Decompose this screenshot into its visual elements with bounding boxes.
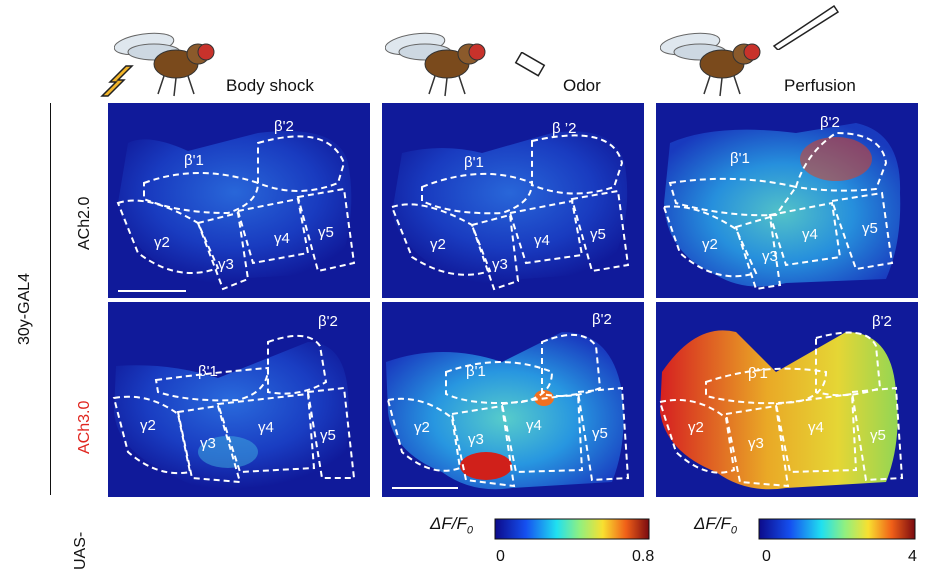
side-divider: [50, 103, 51, 495]
svg-text:γ2: γ2: [688, 419, 704, 436]
svg-text:β'1: β'1: [466, 363, 486, 380]
fly-icon: [385, 32, 486, 97]
svg-text:γ2: γ2: [154, 234, 170, 251]
svg-text:γ3: γ3: [468, 431, 484, 448]
svg-text:β'2: β'2: [274, 118, 294, 135]
condition-label-body-shock: Body shock: [226, 76, 314, 95]
image-panel-ach20-perfusion: β'1 β'2 γ2 γ3 γ4 γ5: [656, 103, 918, 298]
svg-text:β'1: β'1: [464, 154, 484, 171]
svg-text:β'1: β'1: [748, 365, 768, 382]
header-odor: Odor: [385, 10, 635, 100]
svg-text:γ4: γ4: [808, 419, 824, 436]
svg-text:γ4: γ4: [802, 226, 818, 243]
image-panel-ach20-body-shock: β'1 β'2 γ2 γ3 γ4 γ5: [108, 103, 370, 298]
colorbar-min: 0: [762, 548, 771, 565]
svg-text:γ3: γ3: [218, 256, 234, 273]
svg-text:β'2: β'2: [820, 114, 840, 131]
svg-text:γ2: γ2: [430, 236, 446, 253]
condition-label-perfusion: Perfusion: [784, 76, 856, 95]
svg-text:γ5: γ5: [318, 224, 334, 241]
shock-bolt-icon: [100, 65, 134, 97]
svg-text:γ2: γ2: [414, 419, 430, 436]
colorbar-odor: ΔF/F0 0 0.8: [430, 512, 660, 572]
odor-tube-icon: [514, 52, 546, 77]
svg-text:β'2: β'2: [592, 311, 612, 328]
svg-text:γ5: γ5: [590, 226, 606, 243]
svg-text:γ2: γ2: [702, 236, 718, 253]
svg-text:γ4: γ4: [274, 230, 290, 247]
colorbar-label: ΔF/F0: [430, 514, 474, 537]
svg-text:γ3: γ3: [200, 435, 216, 452]
colorbar-min: 0: [496, 548, 505, 565]
svg-text:γ3: γ3: [762, 248, 778, 265]
image-panel-ach30-odor: β'1 β'2 γ2 γ3 γ4 γ5: [382, 302, 644, 497]
svg-text:γ3: γ3: [748, 435, 764, 452]
side-label-uas: UAS-: [72, 531, 89, 570]
pipette-icon: [772, 4, 840, 50]
header-body-shock: Body shock: [100, 10, 350, 100]
svg-text:γ4: γ4: [526, 417, 542, 434]
colorbar-label: ΔF/F0: [694, 514, 738, 537]
row-label-ach20: ACh2.0: [76, 196, 93, 250]
side-label-driver: 30y-GAL4: [16, 272, 33, 345]
svg-text:γ5: γ5: [862, 220, 878, 237]
fly-icon: [660, 32, 761, 97]
svg-text:β'1: β'1: [730, 150, 750, 167]
svg-text:γ5: γ5: [320, 427, 336, 444]
colorbar-max: 4: [908, 548, 917, 565]
fly-icon: [114, 32, 215, 97]
svg-text:γ5: γ5: [592, 425, 608, 442]
svg-text:γ4: γ4: [258, 419, 274, 436]
header-perfusion: Perfusion: [660, 0, 927, 100]
row-label-ach30: ACh3.0: [76, 400, 93, 454]
colorbar-perfusion: ΔF/F0 0 4: [694, 512, 924, 572]
svg-text:γ5: γ5: [870, 427, 886, 444]
image-panel-ach20-odor: β'1 β ’2 γ2 γ3 γ4 γ5: [382, 103, 644, 298]
svg-text:β'2: β'2: [872, 313, 892, 330]
image-panel-ach30-body-shock: β'1 β'2 γ2 γ3 γ4 γ5: [108, 302, 370, 497]
region-label-b2: β ’2: [552, 120, 576, 137]
condition-label-odor: Odor: [563, 76, 601, 95]
image-panel-ach30-perfusion: β'1 β'2 γ2 γ3 γ4 γ5: [656, 302, 918, 497]
colorbar-max: 0.8: [632, 548, 655, 565]
svg-text:γ4: γ4: [534, 232, 550, 249]
svg-text:β'2: β'2: [318, 313, 338, 330]
svg-text:γ3: γ3: [492, 256, 508, 273]
svg-text:β'1: β'1: [184, 152, 204, 169]
svg-text:γ2: γ2: [140, 417, 156, 434]
svg-text:β'1: β'1: [198, 363, 218, 380]
